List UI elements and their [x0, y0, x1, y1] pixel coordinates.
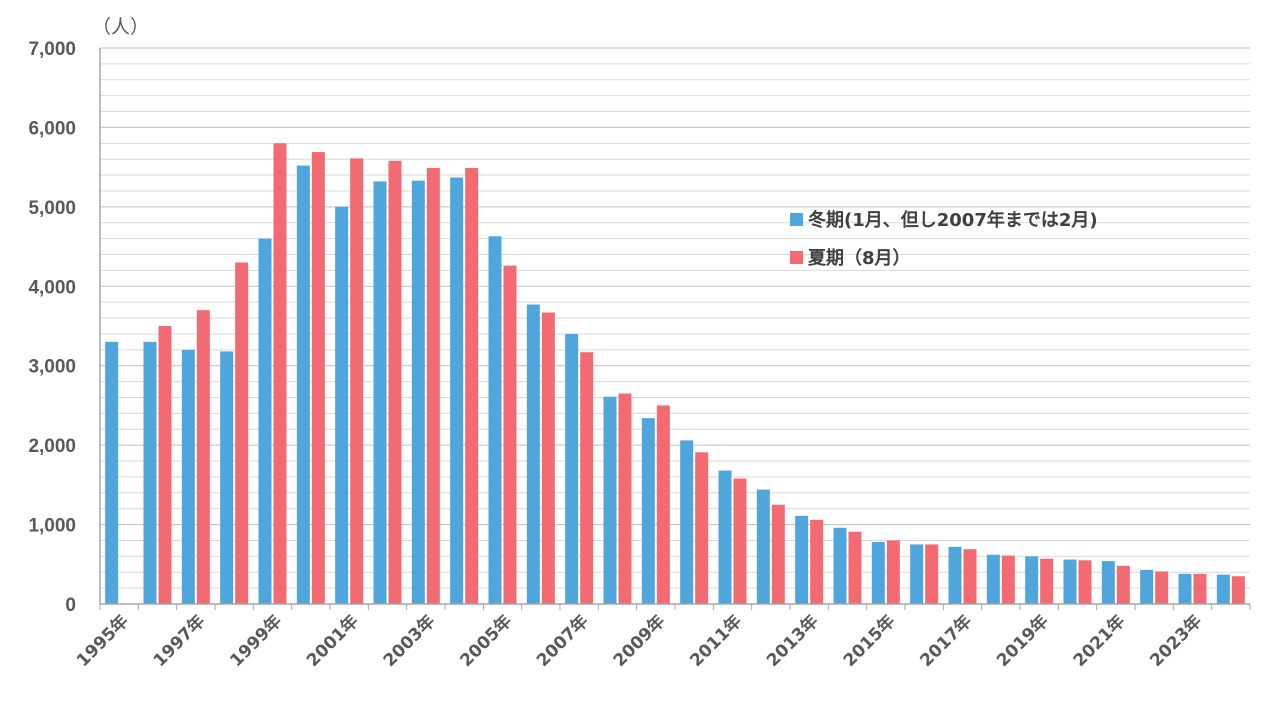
legend-label-summer: 夏期（8月）: [808, 248, 911, 269]
bar-winter: [411, 180, 425, 604]
bar-winter: [680, 440, 694, 604]
bar-winter: [143, 341, 157, 604]
bar-summer: [235, 262, 249, 604]
gridlines: [100, 47, 1250, 589]
bar-summer: [580, 352, 594, 604]
legend-label-winter: 冬期(1月、但し2007年までは2月): [808, 209, 1098, 231]
x-tick-label: 2001年: [302, 611, 362, 671]
bar-winter: [220, 351, 234, 604]
bar-winter: [871, 542, 885, 604]
y-unit-label: （人）: [92, 16, 149, 38]
y-tick-label: 7,000: [28, 39, 76, 60]
y-tick-label: 6,000: [28, 118, 76, 139]
legend: 冬期(1月、但し2007年までは2月) 夏期（8月）: [790, 209, 1098, 269]
x-tick-label: 2021年: [1069, 611, 1129, 671]
bar-summer: [1231, 576, 1245, 604]
x-tick-label: 2023年: [1146, 611, 1206, 671]
x-tick-label: 2019年: [992, 611, 1052, 671]
bar-winter: [450, 177, 464, 604]
bar-summer: [733, 478, 747, 604]
bar-winter: [565, 333, 579, 604]
bar-summer: [1155, 571, 1169, 604]
y-tick-label: 3,000: [28, 357, 76, 378]
x-tick-label: 2007年: [532, 611, 592, 671]
bar-summer: [925, 544, 939, 604]
x-tick-label: 2009年: [609, 611, 669, 671]
y-tick-label: 0: [65, 595, 76, 616]
bar-winter: [373, 181, 387, 604]
x-tick-label: 2003年: [379, 611, 439, 671]
bar-winter: [105, 341, 119, 604]
bar-winter: [603, 396, 617, 604]
bar-winter: [258, 238, 272, 604]
bar-winter: [986, 554, 1000, 604]
bar-summer: [388, 160, 402, 604]
bar-summer: [196, 310, 210, 604]
bar-summer: [810, 519, 824, 604]
x-tick-label: 2013年: [762, 611, 822, 671]
bar-summer: [1193, 573, 1207, 604]
bar-winter: [181, 349, 195, 604]
bar-summer: [541, 312, 555, 604]
bar-summer: [426, 167, 440, 605]
bar-summer: [886, 540, 900, 604]
bar-winter: [718, 470, 732, 604]
x-tick-label: 2015年: [839, 611, 899, 671]
bar-winter: [335, 206, 349, 604]
bar-winter: [488, 236, 502, 604]
x-tick-label: 2011年: [686, 611, 746, 671]
bar-summer: [618, 393, 632, 604]
legend-swatch-winter: [790, 213, 803, 226]
bar-winter: [296, 165, 310, 604]
y-tick-label: 1,000: [28, 516, 76, 537]
bar-summer: [848, 531, 862, 604]
x-tick-label: 1995年: [72, 611, 132, 671]
bar-winter: [1178, 573, 1192, 604]
bar-summer: [311, 152, 325, 604]
legend-swatch-summer: [790, 251, 803, 264]
y-tick-label: 4,000: [28, 277, 76, 298]
bar-winter: [641, 418, 655, 604]
bars: [105, 143, 1245, 605]
y-tick-label: 2,000: [28, 436, 76, 457]
bar-summer: [695, 452, 709, 604]
bar-winter: [1063, 559, 1077, 604]
bar-summer: [503, 265, 517, 604]
x-tick-label: 2017年: [916, 611, 976, 671]
bar-winter: [526, 304, 540, 604]
bar-summer: [465, 167, 479, 605]
bar-summer: [1040, 558, 1054, 604]
bar-winter: [948, 546, 962, 604]
bar-summer: [158, 326, 172, 604]
y-tick-label: 5,000: [28, 198, 76, 219]
x-tick-label: 1997年: [149, 611, 209, 671]
bar-summer: [656, 405, 670, 604]
bar-summer: [350, 158, 364, 605]
bar-summer: [273, 143, 287, 605]
x-tick-label: 1999年: [226, 611, 286, 671]
bar-summer: [771, 504, 785, 604]
bar-winter: [833, 527, 847, 604]
bar-winter: [1025, 556, 1039, 604]
x-tick-label: 2005年: [456, 611, 516, 671]
bar-summer: [1001, 555, 1015, 604]
bar-summer: [963, 549, 977, 604]
bar-winter: [1140, 569, 1154, 604]
bar-winter: [910, 544, 924, 604]
bar-winter: [1101, 561, 1115, 604]
bar-summer: [1078, 560, 1092, 604]
bar-winter: [1216, 574, 1230, 604]
bar-winter: [795, 515, 809, 604]
bar-summer: [1116, 565, 1130, 604]
bar-winter: [756, 489, 770, 604]
